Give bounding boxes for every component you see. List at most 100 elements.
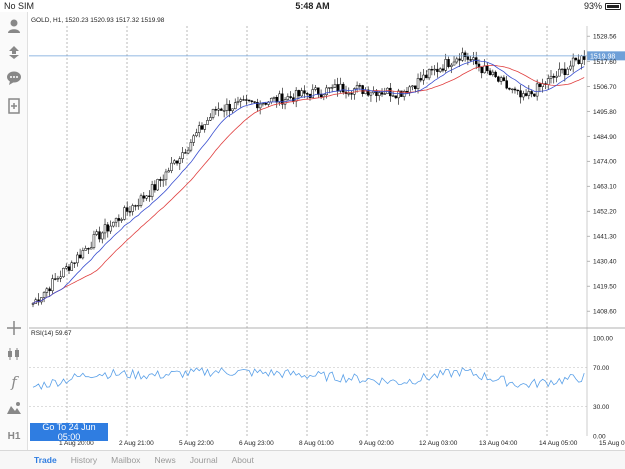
- account-icon[interactable]: [4, 16, 24, 36]
- price-tick-label: 1463.10: [593, 184, 617, 191]
- candle-body: [109, 225, 112, 232]
- candle-body: [563, 68, 567, 75]
- price-tick-label: 1452.20: [593, 209, 617, 216]
- candle-body: [95, 231, 98, 235]
- candle-body: [425, 74, 428, 79]
- candle-body: [452, 61, 456, 66]
- candle-body: [303, 90, 306, 94]
- candle-body: [571, 57, 575, 67]
- goto-date-button[interactable]: Go To 24 Jun 05:00: [30, 422, 108, 442]
- candle-body: [513, 88, 517, 91]
- candle-body: [455, 58, 459, 63]
- price-chart[interactable]: 1519.98 GOLD, H1, 1520.23 1520.93 1517.3…: [29, 12, 625, 450]
- time-tick-label: 6 Aug 23:00: [239, 440, 274, 447]
- candle-body: [173, 160, 176, 164]
- candle-body: [272, 96, 276, 99]
- candle-body: [480, 67, 483, 74]
- chart-type-icon[interactable]: [4, 344, 24, 364]
- candle-body: [253, 101, 256, 103]
- candle-body: [228, 103, 231, 112]
- candle-body: [450, 64, 453, 67]
- candle-body: [106, 224, 110, 232]
- tab-history[interactable]: History: [70, 455, 98, 465]
- candle-body: [48, 288, 51, 292]
- candle-body: [120, 219, 123, 221]
- candle-body: [214, 109, 218, 111]
- candle-body: [527, 91, 531, 96]
- candle-body: [491, 71, 495, 75]
- candle-body: [383, 93, 387, 95]
- tab-news[interactable]: News: [154, 455, 176, 465]
- candle-body: [164, 171, 168, 180]
- crosshair-icon[interactable]: [4, 318, 24, 338]
- objects-icon[interactable]: [4, 398, 24, 418]
- candle-body: [414, 85, 417, 89]
- candle-body: [461, 52, 464, 61]
- trade-orders-icon[interactable]: [4, 42, 24, 62]
- candle-body: [156, 179, 159, 191]
- candle-body: [336, 84, 339, 92]
- candle-body: [125, 207, 129, 212]
- candle-body: [558, 68, 561, 77]
- candle-body: [325, 87, 328, 95]
- candle-body: [524, 93, 528, 96]
- candle-body: [134, 205, 137, 207]
- candle-body: [81, 250, 85, 259]
- candle-body: [242, 99, 245, 101]
- timeframe-button[interactable]: H1: [7, 430, 21, 442]
- candle-body: [519, 90, 522, 98]
- candle-body: [582, 55, 586, 60]
- candle-body: [347, 93, 351, 95]
- price-tick-label: 1408.60: [593, 309, 617, 316]
- rsi-line: [32, 366, 585, 391]
- price-tick-label: 1484.90: [593, 134, 617, 141]
- candle-body: [278, 93, 281, 103]
- left-toolbar: f H1: [0, 12, 28, 450]
- candle-body: [510, 88, 514, 91]
- time-tick-label: 1 Aug 20:00: [59, 440, 94, 447]
- battery-icon: [605, 2, 621, 10]
- candle-body: [189, 142, 193, 151]
- current-price-label: 1519.98: [590, 53, 615, 60]
- candle-body: [422, 74, 425, 81]
- candle-body: [184, 152, 187, 154]
- tab-trade[interactable]: Trade: [34, 455, 57, 465]
- candle-body: [220, 108, 223, 111]
- candle-body: [502, 77, 506, 81]
- candle-body: [217, 108, 220, 111]
- indicators-icon[interactable]: f: [11, 373, 17, 391]
- chat-icon[interactable]: [4, 68, 24, 88]
- candle-body: [206, 120, 209, 125]
- rsi-tick-label: 70.00: [593, 365, 610, 372]
- candle-body: [92, 234, 96, 248]
- new-order-icon[interactable]: [4, 96, 24, 116]
- candle-body: [112, 221, 115, 227]
- chart-area[interactable]: 1519.98 GOLD, H1, 1520.23 1520.93 1517.3…: [29, 12, 625, 450]
- tab-about[interactable]: About: [231, 455, 254, 465]
- time-tick-label: 12 Aug 03:00: [419, 440, 458, 447]
- candle-body: [499, 77, 503, 82]
- candle-body: [200, 125, 204, 130]
- candle-body: [341, 83, 345, 93]
- candle-body: [142, 195, 146, 199]
- candle-body: [569, 65, 572, 70]
- status-bar: No SIM 5:48 AM 93%: [0, 0, 625, 12]
- candle-body: [258, 103, 262, 109]
- candle-body: [427, 69, 431, 79]
- candle-body: [114, 218, 118, 223]
- candle-body: [231, 108, 234, 112]
- candle-body: [233, 102, 237, 110]
- candle-body: [391, 95, 395, 97]
- candle-body: [522, 93, 525, 98]
- candle-body: [580, 55, 583, 64]
- candle-body: [574, 57, 578, 61]
- candle-body: [245, 99, 248, 101]
- candle-body: [549, 75, 553, 79]
- candle-body: [159, 179, 162, 181]
- tab-mailbox[interactable]: Mailbox: [111, 455, 141, 465]
- candle-body: [222, 110, 226, 112]
- time-tick-label: 13 Aug 04:00: [479, 440, 518, 447]
- candle-body: [150, 184, 154, 197]
- tab-journal[interactable]: Journal: [189, 455, 218, 465]
- candle-body: [355, 85, 359, 89]
